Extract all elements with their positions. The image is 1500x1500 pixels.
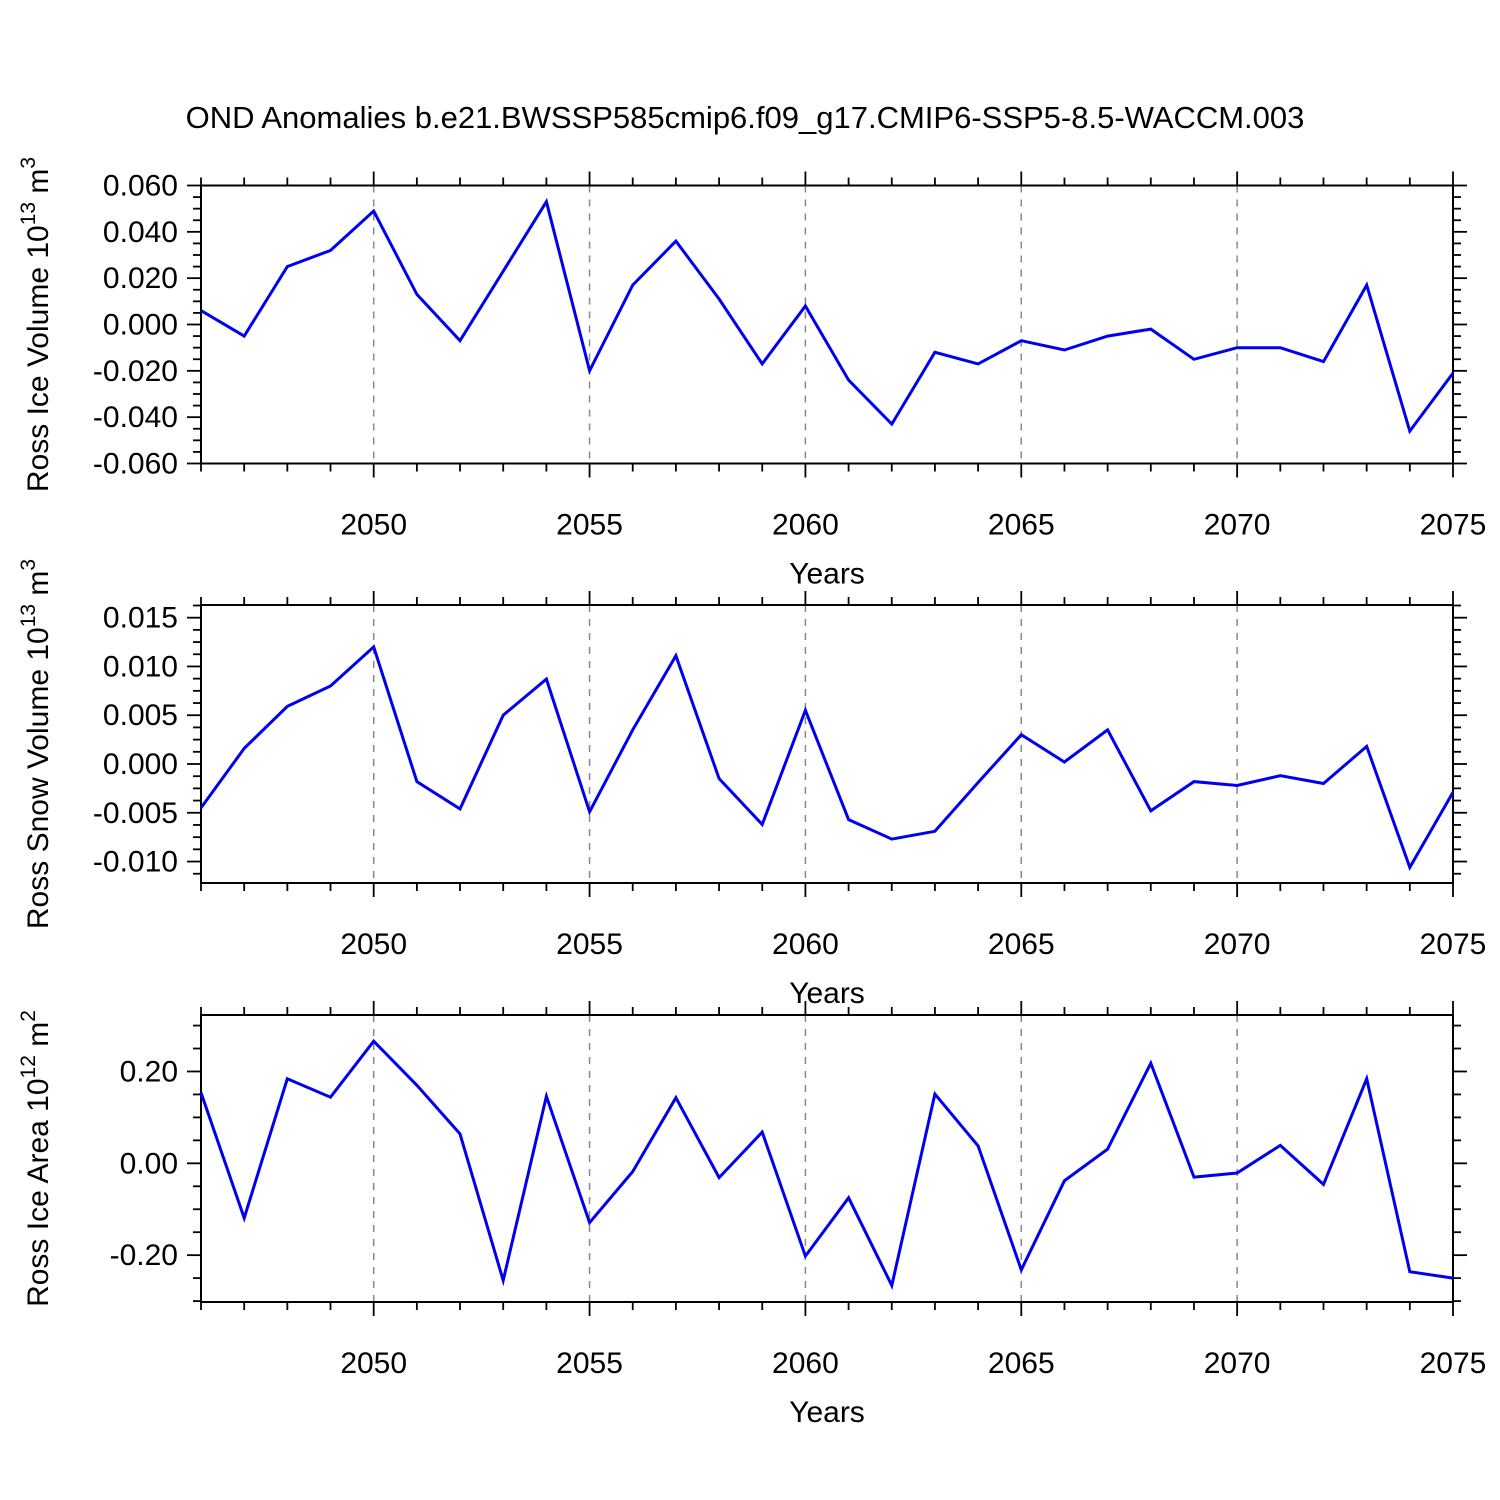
data-line (199, 644, 1455, 871)
x-tick-label: 2050 (340, 509, 407, 542)
x-tick-label: 2065 (988, 1347, 1055, 1380)
panel-1-gridlines (372, 185, 1238, 464)
figure-title: OND Anomalies b.e21.BWSSP585cmip6.f09_g1… (185, 100, 1305, 135)
x-tick-label: 2060 (772, 1347, 839, 1380)
y-tick-label: -0.005 (93, 797, 178, 830)
panel-3-gridlines (372, 1015, 1238, 1302)
y-tick-label: -0.20 (110, 1239, 178, 1272)
data-line (199, 1038, 1454, 1290)
y-tick-label: 0.040 (103, 216, 178, 249)
x-tick-label: 2055 (556, 928, 623, 961)
y-tick-label: 0.20 (120, 1055, 178, 1088)
x-axis-title: Years (789, 558, 865, 591)
x-tick-label: 2075 (1420, 509, 1487, 542)
y-axis-ticks (187, 1024, 1467, 1302)
panel-1: -0.060 -0.040 -0.020 0.000 0.020 0.040 0.060 20… (17, 157, 1486, 591)
x-axis-title: Years (789, 977, 865, 1010)
x-axis-ticks (200, 1001, 1454, 1316)
y-tick-label: 0.010 (103, 650, 178, 683)
x-tick-label: 2075 (1420, 1347, 1487, 1380)
y-axis-labels: -0.010 -0.005 0.000 0.005 0.010 0.015 (93, 602, 178, 879)
x-axis-ticks (200, 171, 1454, 478)
y-axis-title: Ross Ice Area 1012 m2 (17, 1010, 55, 1307)
x-axis-ticks (200, 591, 1454, 897)
y-tick-label: 0.000 (103, 748, 178, 781)
y-tick-label: 0.00 (120, 1147, 178, 1180)
panel-frame (200, 604, 1454, 884)
x-axis-labels: 2050 2055 2060 2065 2070 2075 (340, 928, 1486, 961)
panel-2: -0.010 -0.005 0.000 0.005 0.010 0.015 2050 2055… (17, 559, 1486, 1010)
x-tick-label: 2070 (1204, 509, 1271, 542)
y-axis-ticks (187, 604, 1467, 875)
x-tick-label: 2075 (1420, 928, 1487, 961)
panel-frame (200, 184, 1454, 465)
y-tick-label: -0.010 (93, 846, 178, 879)
y-axis-labels: -0.060 -0.040 -0.020 0.000 0.020 0.040 0.060 (93, 170, 178, 481)
y-tick-label: -0.020 (93, 355, 178, 388)
x-tick-label: 2070 (1204, 928, 1271, 961)
data-line (200, 197, 1455, 435)
x-axis-labels: 2050 2055 2060 2065 2070 2075 (340, 509, 1486, 542)
x-tick-label: 2055 (556, 1347, 623, 1380)
x-tick-label: 2060 (772, 928, 839, 961)
y-tick-label: 0.060 (103, 170, 178, 203)
y-axis-ticks (187, 184, 1467, 465)
x-tick-label: 2060 (772, 509, 839, 542)
y-axis-title: Ross Ice Volume 1013 m3 (17, 157, 55, 492)
x-tick-label: 2055 (556, 509, 623, 542)
panel-frame (200, 1014, 1454, 1303)
y-tick-label: 0.005 (103, 699, 178, 732)
y-tick-label: 0.020 (103, 262, 178, 295)
y-tick-label: 0.015 (103, 602, 178, 635)
y-tick-label: -0.060 (93, 448, 178, 481)
panel-2-gridlines (372, 605, 1238, 883)
x-tick-label: 2050 (340, 928, 407, 961)
x-tick-label: 2065 (988, 928, 1055, 961)
x-tick-label: 2050 (340, 1347, 407, 1380)
x-axis-labels: 2050 2055 2060 2065 2070 2075 (340, 1347, 1486, 1380)
y-axis-title: Ross Snow Volume 1013 m3 (17, 559, 55, 929)
y-tick-label: -0.040 (93, 401, 178, 434)
y-tick-label: 0.000 (103, 309, 178, 342)
y-axis-labels: -0.20 0.00 0.20 (110, 1055, 178, 1272)
x-axis-title: Years (789, 1396, 865, 1429)
panel-3: -0.20 0.00 0.20 2050 2055 2060 2065 2070 2075 Yea… (17, 1001, 1486, 1429)
x-tick-label: 2065 (988, 509, 1055, 542)
x-tick-label: 2070 (1204, 1347, 1271, 1380)
